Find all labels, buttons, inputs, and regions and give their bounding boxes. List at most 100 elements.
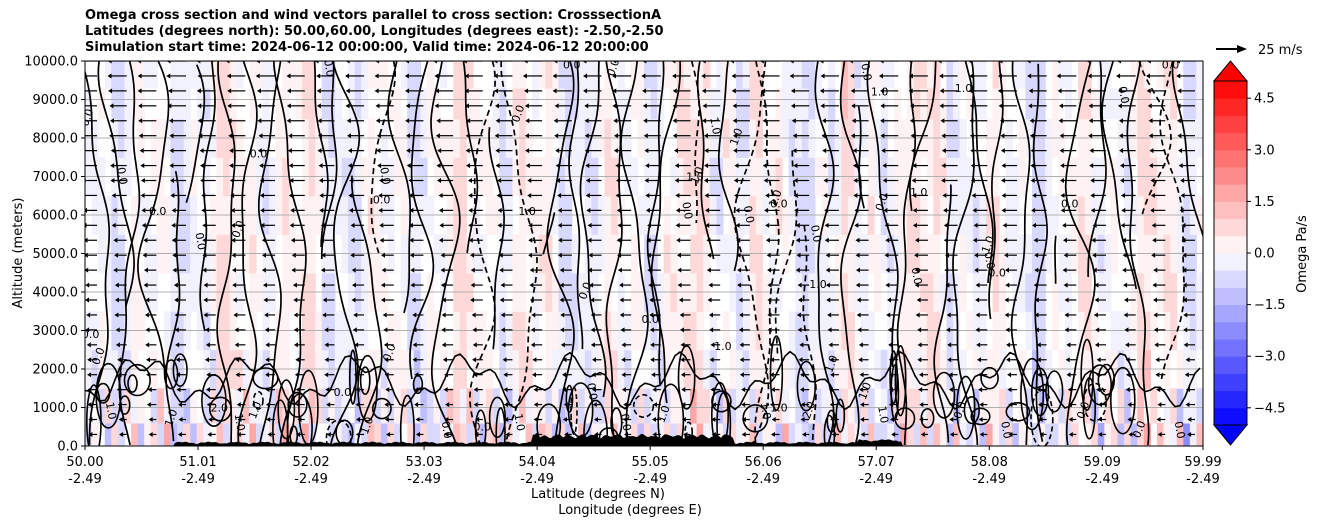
wind-vector	[345, 103, 365, 109]
wind-vector	[229, 178, 246, 184]
wind-vector	[674, 178, 691, 184]
wind-vector-head	[1182, 252, 1187, 258]
colorbar-segment	[1214, 98, 1247, 116]
wind-vector	[205, 327, 216, 333]
omega-field-cell	[111, 61, 119, 89]
omega-field-cell	[302, 87, 310, 120]
omega-field-cell	[104, 422, 112, 446]
omega-field-cell	[1091, 422, 1099, 446]
wind-vector-head	[739, 312, 744, 318]
wind-vector-head	[623, 402, 628, 408]
omega-contour-line	[839, 61, 862, 446]
wind-vector	[439, 222, 454, 228]
colorbar-label: Omega Pa/s	[1295, 215, 1310, 293]
omega-field-cell	[512, 87, 520, 120]
x-tick-label-latitude: 53.03	[405, 455, 442, 470]
wind-vector-head	[1068, 417, 1073, 423]
wind-vector	[1176, 73, 1195, 79]
wind-vector-head	[675, 207, 680, 213]
omega-contour-loop	[1045, 370, 1064, 413]
wind-vector	[1027, 73, 1047, 79]
wind-vector-head	[919, 372, 923, 378]
wind-vector	[741, 431, 750, 437]
wind-vector-head	[87, 372, 92, 378]
omega-field-cell	[742, 61, 750, 89]
wind-vector-head	[257, 148, 262, 154]
wind-vector	[1088, 133, 1106, 139]
wind-vector-head	[265, 387, 270, 393]
omega-field-cell	[551, 87, 560, 120]
omega-contour-line	[814, 61, 835, 446]
wind-vector	[493, 61, 513, 64]
wind-vector	[1086, 88, 1106, 94]
wind-vector-head	[941, 148, 946, 154]
wind-vector	[558, 237, 572, 243]
wind-vector	[138, 133, 157, 139]
wind-vector-head	[1091, 237, 1096, 243]
omega-field-cell	[926, 388, 934, 424]
wind-vector	[527, 178, 543, 184]
wind-vector	[946, 312, 958, 318]
wind-vector-head	[711, 417, 716, 423]
omega-field-cell	[183, 87, 191, 120]
omega-field-cell	[473, 87, 481, 120]
wind-vector	[972, 237, 988, 243]
omega-field-cell	[709, 87, 717, 120]
wind-vector	[908, 73, 928, 79]
wind-vector	[434, 73, 454, 79]
omega-field-cell	[426, 61, 435, 89]
wind-vector	[1033, 237, 1047, 243]
wind-vector-head	[584, 103, 589, 109]
wind-vector	[318, 133, 335, 139]
wind-vector-head	[590, 297, 595, 303]
wind-vector-head	[197, 118, 202, 124]
wind-vector-head	[322, 297, 327, 303]
wind-vector	[765, 237, 780, 243]
wind-vector	[85, 237, 97, 243]
wind-vector	[257, 103, 276, 109]
omega-field-cell	[782, 61, 790, 89]
omega-field-cell	[302, 422, 310, 446]
colorbar-segment	[1214, 81, 1247, 99]
wind-vector-head	[1146, 88, 1151, 94]
omega-field-cell	[131, 422, 139, 446]
wind-vector	[975, 282, 988, 288]
omega-field-cell	[953, 87, 961, 120]
wind-vector	[113, 267, 127, 273]
wind-vector	[143, 237, 157, 243]
wind-vector-head	[202, 267, 207, 273]
wind-vector	[325, 387, 335, 393]
omega-field-cell	[144, 61, 152, 89]
omega-field-cell	[525, 422, 533, 446]
omega-field-cell	[1104, 87, 1112, 120]
x-tick-label-latitude: 59.99	[1184, 455, 1221, 470]
wind-vector	[880, 133, 899, 139]
wind-vector	[259, 178, 276, 184]
wind-vector-head	[494, 133, 499, 139]
colorbar-segment	[1214, 132, 1247, 151]
omega-field-cell	[729, 388, 737, 424]
wind-vector-head	[1033, 237, 1038, 243]
wind-vector	[735, 207, 750, 213]
wind-vector-head	[941, 178, 946, 184]
omega-field-cell	[828, 388, 836, 424]
wind-vector	[410, 267, 424, 273]
wind-vector-head	[525, 118, 530, 124]
wind-vector-head	[377, 163, 382, 169]
wind-vector-head	[1185, 387, 1190, 393]
omega-contour-loop	[287, 391, 308, 418]
wind-vector	[564, 431, 572, 437]
wind-vector-head	[1058, 118, 1063, 124]
wind-vector	[970, 178, 988, 184]
wind-vector	[680, 342, 691, 348]
wind-vector-head	[109, 133, 114, 139]
wind-vector	[948, 387, 958, 393]
wind-vector-head	[590, 327, 595, 333]
contour-label: 1.0	[875, 405, 891, 424]
omega-field-cell	[1124, 87, 1132, 120]
wind-vector	[708, 282, 721, 288]
wind-vector-head	[739, 372, 744, 378]
omega-field-cell	[926, 422, 934, 446]
wind-vector	[829, 402, 839, 408]
wind-vector-head	[592, 402, 597, 408]
